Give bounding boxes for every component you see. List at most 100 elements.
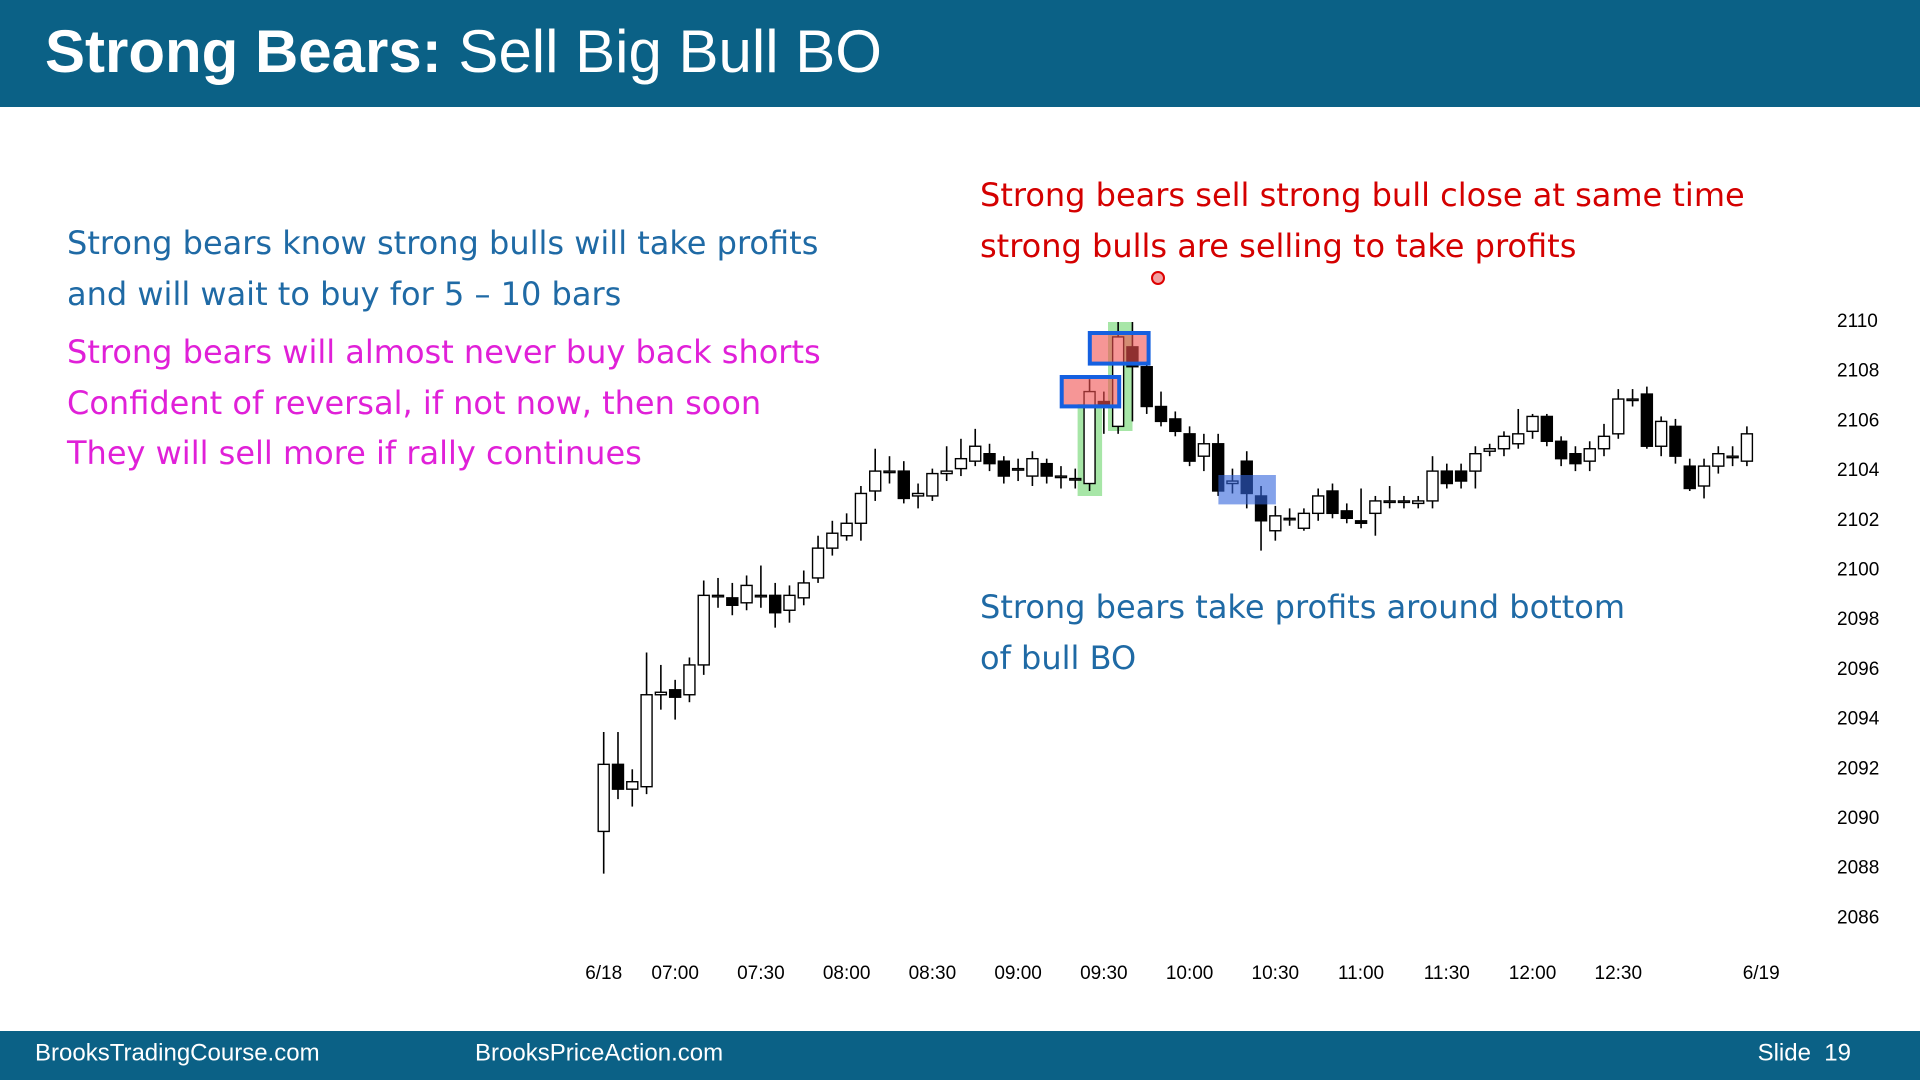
candle-body bbox=[826, 532, 839, 549]
annotation: and will wait to buy for 5 – 10 bars bbox=[67, 275, 621, 313]
y-tick-label: 2100 bbox=[1837, 560, 1879, 581]
candle-body bbox=[1369, 500, 1382, 515]
candle-body bbox=[1654, 420, 1668, 447]
annotation: Strong bears take profits around bottom bbox=[980, 588, 1625, 626]
x-tick-label: 12:00 bbox=[1509, 963, 1557, 984]
annotation: Strong bears will almost never buy back … bbox=[67, 333, 821, 371]
annotation: Confident of reversal, if not now, then … bbox=[67, 384, 761, 422]
candle-body bbox=[1640, 393, 1654, 447]
x-tick-label: 09:00 bbox=[994, 963, 1042, 984]
candle-body bbox=[1669, 425, 1682, 457]
candle-body bbox=[954, 457, 968, 470]
candle-body bbox=[726, 597, 739, 606]
candle-body bbox=[940, 470, 953, 475]
candle-body bbox=[740, 584, 753, 604]
candle-body bbox=[1397, 500, 1411, 504]
x-tick-label: 6/18 bbox=[585, 963, 622, 984]
x-tick-label: 6/19 bbox=[1743, 963, 1780, 984]
candle-body bbox=[1454, 470, 1468, 482]
header-bar bbox=[0, 0, 1920, 107]
candle-body bbox=[1040, 462, 1053, 477]
candle-body bbox=[668, 689, 682, 698]
x-tick-label: 08:30 bbox=[909, 963, 957, 984]
highlight-blue bbox=[1218, 475, 1276, 505]
candle-body bbox=[1069, 477, 1082, 481]
candle-body bbox=[1526, 415, 1539, 433]
candle-body bbox=[1626, 398, 1639, 402]
x-tick-label: 10:30 bbox=[1252, 963, 1300, 984]
candle-body bbox=[1712, 453, 1725, 467]
candle-body bbox=[1512, 433, 1525, 445]
x-tick-label: 07:30 bbox=[737, 963, 785, 984]
candle-body bbox=[840, 522, 853, 537]
candle-body bbox=[1740, 433, 1754, 462]
candle-body bbox=[897, 470, 910, 500]
candle-body bbox=[1026, 457, 1039, 477]
y-tick-label: 2088 bbox=[1837, 858, 1879, 879]
candle-body bbox=[1569, 453, 1582, 465]
candle-body bbox=[1283, 517, 1296, 521]
x-tick-label: 10:00 bbox=[1166, 963, 1214, 984]
candle-body bbox=[754, 594, 768, 598]
candle-body bbox=[1154, 405, 1168, 423]
candle-body bbox=[1326, 490, 1339, 515]
candle-body bbox=[611, 763, 625, 790]
title-bold: Strong Bears: bbox=[45, 18, 442, 85]
candle-body bbox=[697, 594, 710, 666]
candle-body bbox=[626, 781, 639, 790]
candle-body bbox=[1697, 465, 1711, 487]
candle-body bbox=[783, 594, 796, 611]
y-tick-label: 2090 bbox=[1837, 808, 1879, 829]
candle-body bbox=[997, 460, 1011, 477]
x-tick-label: 07:00 bbox=[651, 963, 699, 984]
y-tick-label: 2110 bbox=[1837, 311, 1878, 332]
y-tick-label: 2094 bbox=[1837, 709, 1880, 730]
candle-body bbox=[1340, 510, 1353, 520]
candle-body bbox=[1440, 470, 1454, 485]
candle-body bbox=[1011, 467, 1025, 471]
slide-number: Slide 19 bbox=[1758, 1039, 1851, 1066]
candle-body bbox=[969, 445, 982, 462]
y-tick-label: 2086 bbox=[1837, 907, 1879, 928]
candle-body bbox=[1354, 520, 1368, 524]
candle-body bbox=[1726, 455, 1739, 459]
annotation: strong bulls are selling to take profits bbox=[980, 227, 1576, 265]
cursor-dot bbox=[1151, 271, 1165, 285]
candle-body bbox=[640, 694, 653, 788]
candle-body bbox=[983, 453, 996, 465]
footer-link: BrooksTradingCourse.com bbox=[35, 1039, 320, 1066]
candle-body bbox=[1211, 443, 1225, 492]
candle-body bbox=[1311, 495, 1325, 515]
candle-body bbox=[1583, 448, 1596, 462]
candle-body bbox=[1540, 415, 1554, 442]
y-tick-label: 2106 bbox=[1837, 410, 1879, 431]
highlight-red bbox=[1087, 331, 1151, 366]
footer-bar bbox=[0, 1031, 1920, 1080]
candle-body bbox=[1683, 465, 1696, 490]
candle-body bbox=[1183, 433, 1196, 462]
candle-body bbox=[1483, 448, 1496, 452]
candle-body bbox=[654, 691, 668, 696]
candle-body bbox=[1612, 398, 1625, 435]
candle-body bbox=[911, 492, 925, 497]
annotation: Strong bears know strong bulls will take… bbox=[67, 224, 818, 262]
candle-body bbox=[1197, 443, 1211, 457]
annotation: of bull BO bbox=[980, 639, 1136, 677]
candle-body bbox=[869, 470, 882, 492]
title-rest: Sell Big Bull BO bbox=[458, 18, 882, 85]
candle-body bbox=[1554, 440, 1568, 460]
x-tick-label: 08:00 bbox=[823, 963, 871, 984]
highlights-front bbox=[1059, 271, 1276, 505]
x-tick-label: 09:30 bbox=[1080, 963, 1128, 984]
candle-body bbox=[1469, 453, 1482, 472]
candle-body bbox=[883, 470, 896, 474]
highlight-red bbox=[1059, 375, 1122, 409]
candle-body bbox=[1297, 512, 1311, 529]
candle-body bbox=[797, 582, 810, 599]
candle-body bbox=[768, 594, 782, 614]
plot: 2086 2088 2090 2092 2094 2096 2098 2100 2102 2104… bbox=[585, 311, 1879, 984]
candle-body bbox=[926, 472, 939, 497]
y-tick-label: 2108 bbox=[1837, 361, 1879, 382]
